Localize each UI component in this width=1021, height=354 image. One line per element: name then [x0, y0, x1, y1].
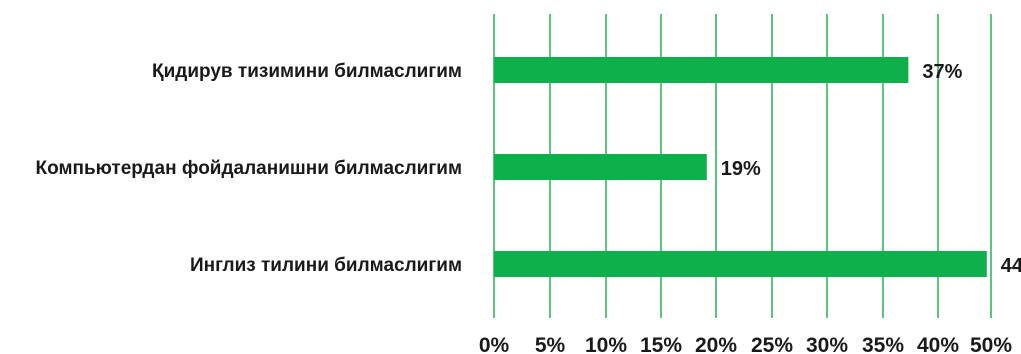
x-tick-label: 25%: [751, 334, 793, 354]
x-tick-label: 50%: [970, 334, 1012, 354]
x-axis-tick-labels: 0% 5% 10% 15% 20% 25% 30% 35% 40% 50%: [479, 334, 1013, 354]
x-tick-label: 35%: [862, 334, 904, 354]
x-tick-label: 0%: [479, 334, 510, 354]
x-tick-label: 20%: [695, 334, 737, 354]
value-labels: 37% 19% 44%: [721, 61, 1021, 277]
x-tick-label: 30%: [806, 334, 848, 354]
x-tick-label: 10%: [585, 334, 627, 354]
category-label: Инглиз тилини билмаслигим: [190, 255, 462, 276]
bar: [494, 251, 987, 277]
category-labels: Қидирув тизимини билмаслигим Компьютердан…: [36, 61, 462, 276]
data-label: 44%: [1001, 255, 1021, 277]
category-label: Компьютердан фойдаланишни билмаслигим: [36, 158, 462, 179]
data-label: 37%: [922, 61, 962, 83]
x-tick-label: 40%: [917, 334, 959, 354]
bar: [494, 57, 909, 83]
x-tick-label: 5%: [535, 334, 566, 354]
x-tick-label: 15%: [640, 334, 682, 354]
data-label: 19%: [721, 158, 761, 180]
bar: [494, 154, 707, 180]
bars: [494, 57, 987, 277]
category-label: Қидирув тизимини билмаслигим: [152, 61, 462, 82]
